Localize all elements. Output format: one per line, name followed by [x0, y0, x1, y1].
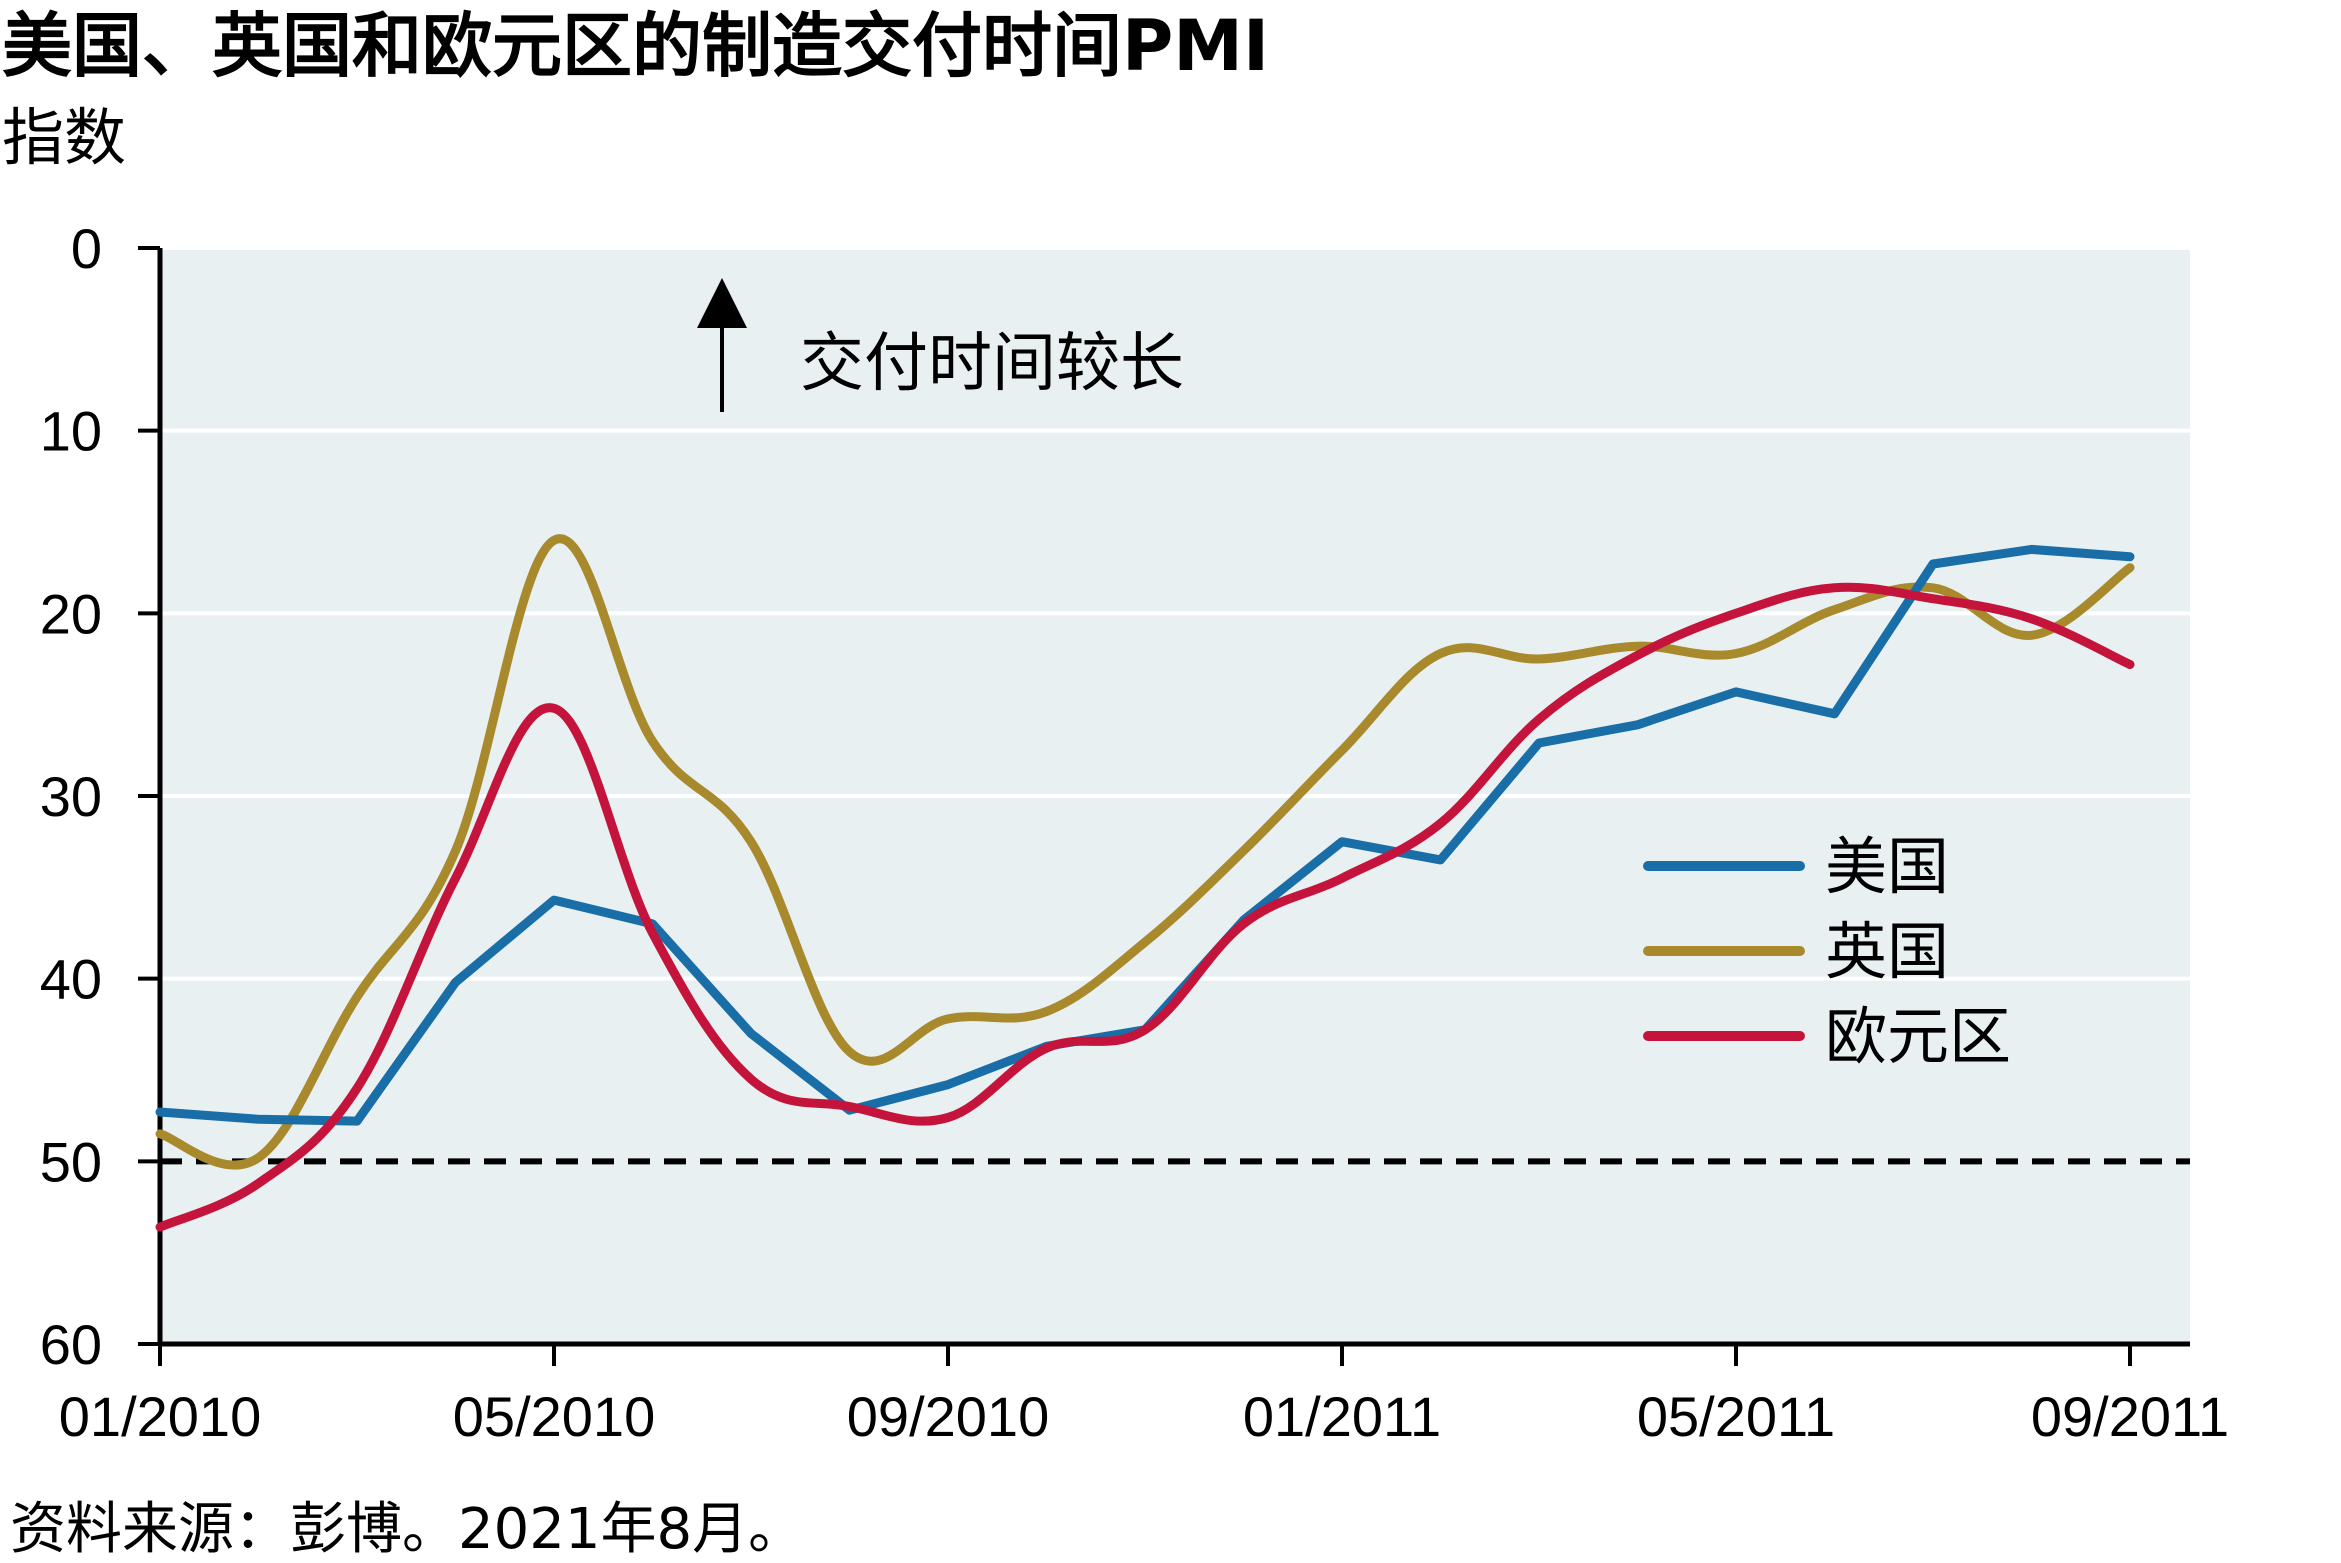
x-tick-label: 09/2010 — [847, 1385, 1049, 1448]
x-tick-label: 01/2010 — [59, 1385, 261, 1448]
y-axis-ticks: 0 10 20 30 40 50 60 — [40, 217, 160, 1376]
y-tick-label: 60 — [40, 1313, 102, 1376]
annotation: 交付时间较长 — [697, 278, 1184, 412]
y-tick-label: 40 — [40, 948, 102, 1011]
chart-title: 美国、英国和欧元区的制造交付时间PMI — [2, 5, 1270, 87]
series-line-2 — [155, 582, 2135, 1232]
legend-label: 英国 — [1825, 915, 1949, 988]
y-tick-label: 20 — [40, 582, 102, 645]
x-tick-label: 05/2011 — [1637, 1385, 1835, 1448]
up-arrow-head-icon — [697, 278, 747, 328]
source-note: 资料来源：彭博。2021年8月。 — [10, 1497, 805, 1562]
chart-subtitle: 指数 — [2, 101, 127, 174]
y-tick-label: 30 — [40, 765, 102, 828]
series-line-1 — [155, 534, 2135, 1170]
x-tick-label: 09/2011 — [2031, 1385, 2229, 1448]
x-tick-label: 05/2010 — [453, 1385, 655, 1448]
legend-label: 欧元区 — [1825, 1000, 2011, 1073]
legend-label: 美国 — [1825, 830, 1949, 903]
x-tick-label: 01/2011 — [1243, 1385, 1441, 1448]
series-lines — [155, 534, 2135, 1232]
y-tick-label: 0 — [71, 217, 102, 280]
y-tick-label: 50 — [40, 1130, 102, 1193]
y-tick-label: 10 — [40, 400, 102, 463]
annotation-text: 交付时间较长 — [800, 327, 1184, 401]
gridlines — [160, 246, 2190, 981]
x-axis-ticks: 01/2010 05/2010 09/2010 01/2011 05/2011 09/20… — [59, 1344, 2229, 1448]
